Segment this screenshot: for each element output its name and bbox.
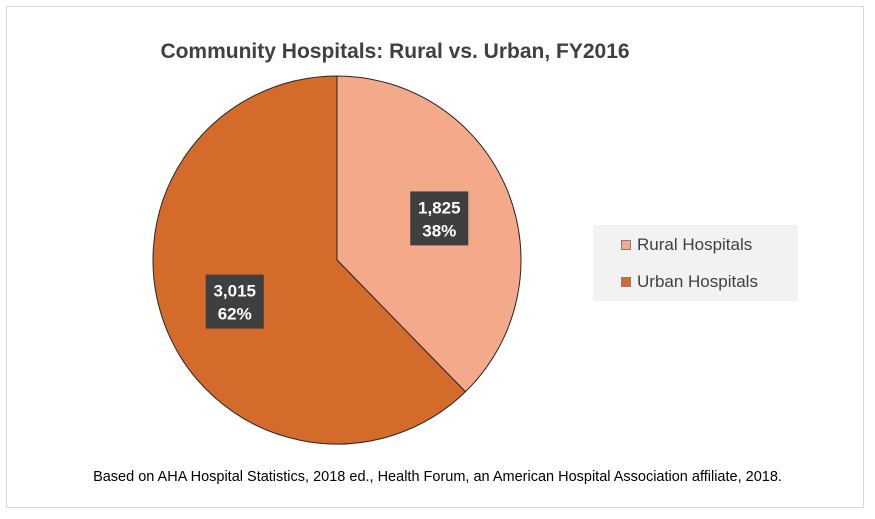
data-label-box: [410, 191, 469, 246]
data-label-percent: 38%: [422, 221, 456, 240]
legend-item-rural: Rural Hospitals: [621, 234, 752, 256]
chart-title: Community Hospitals: Rural vs. Urban, FY…: [160, 40, 630, 63]
legend-label-rural: Rural Hospitals: [637, 235, 753, 254]
legend: Rural Hospitals Urban Hospitals: [593, 225, 798, 301]
legend-item-urban: Urban Hospitals: [621, 271, 758, 293]
data-label-urban-hospitals: 3,015 62%: [205, 274, 264, 329]
data-label-percent: 62%: [218, 305, 252, 324]
data-label-value: 1,825: [418, 198, 461, 217]
legend-label-urban: Urban Hospitals: [637, 272, 758, 291]
pie-slice-urban-hospitals: [152, 75, 467, 445]
source-footnote: Based on AHA Hospital Statistics, 2018 e…: [93, 469, 782, 485]
data-label-value: 3,015: [213, 282, 256, 301]
data-label-box: [205, 274, 264, 329]
data-label-rural-hospitals: 1,825 38%: [410, 191, 469, 246]
legend-swatch-rural: [621, 240, 631, 250]
legend-swatch-urban: [621, 277, 631, 287]
